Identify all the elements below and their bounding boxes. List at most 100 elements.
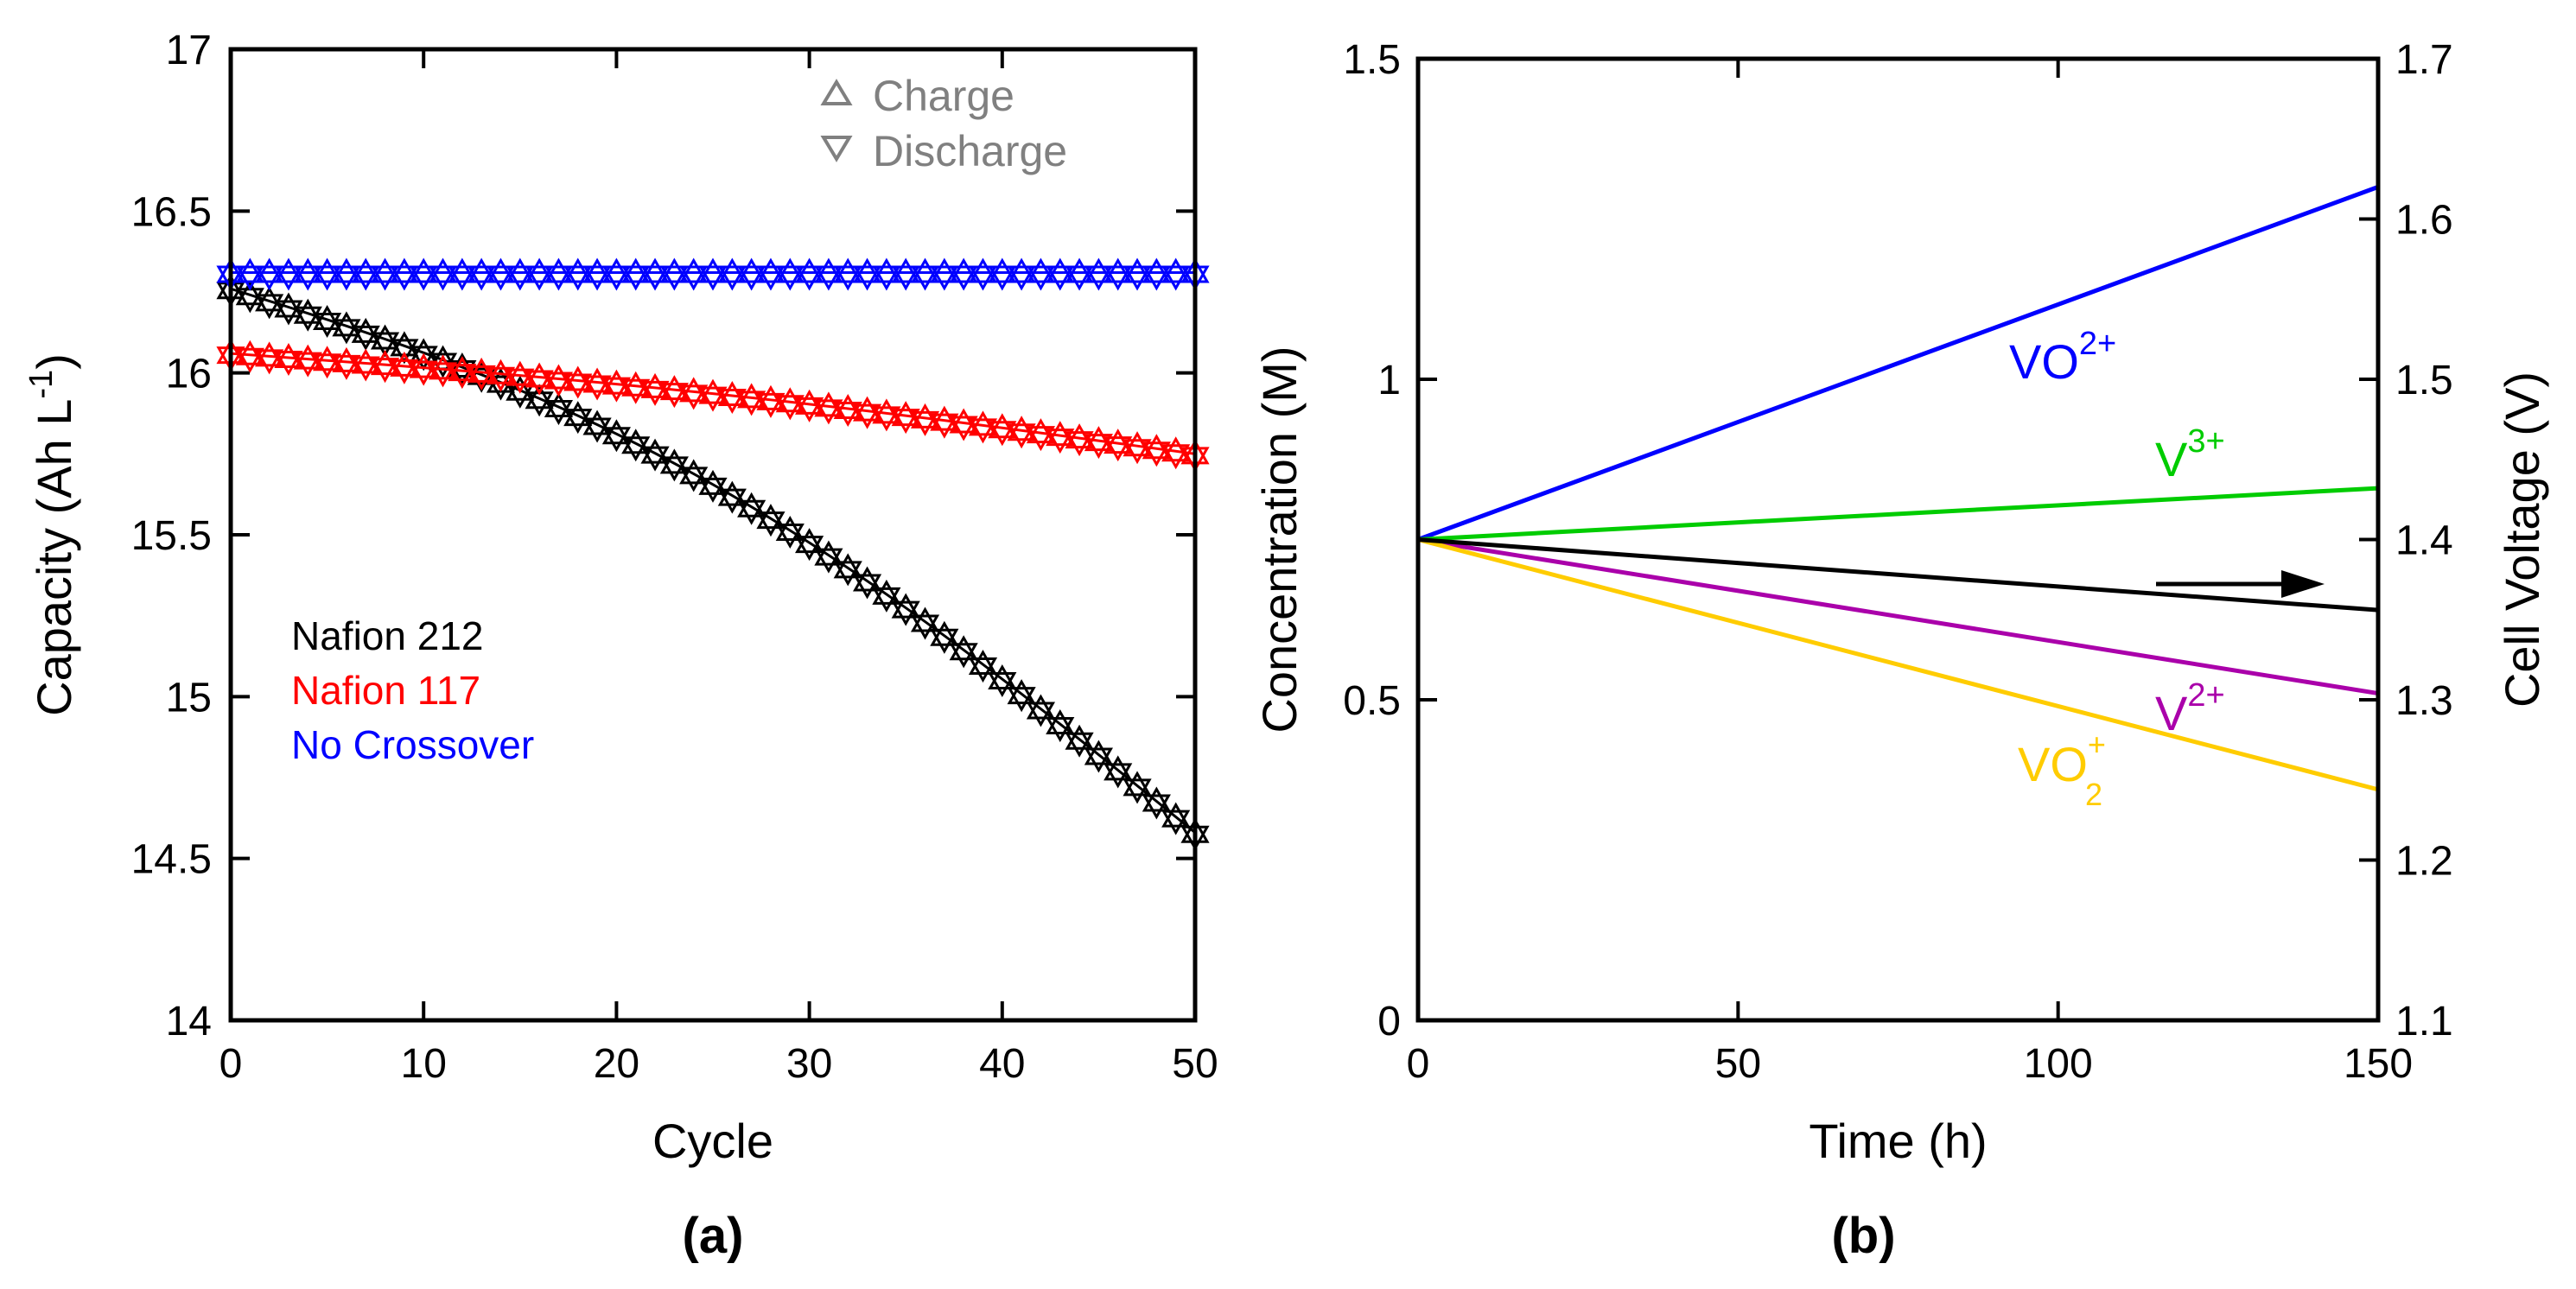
charge-marker — [1007, 679, 1036, 705]
discharge-marker — [717, 265, 747, 291]
discharge-marker — [988, 265, 1017, 291]
discharge-marker — [563, 265, 593, 291]
discharge-marker — [833, 561, 862, 587]
discharge-marker — [910, 410, 940, 436]
discharge-marker — [274, 300, 303, 326]
charge-marker — [544, 392, 574, 418]
y-tick-label: 14.5 — [131, 837, 212, 883]
charge-marker — [313, 304, 342, 330]
legend-charge-label: Charge — [873, 72, 1014, 120]
charge-marker — [621, 429, 651, 454]
charge-marker — [833, 553, 862, 579]
charge-marker — [949, 635, 978, 661]
discharge-marker — [390, 265, 419, 291]
discharge-marker — [988, 672, 1017, 698]
discharge-marker — [1065, 732, 1094, 758]
discharge-marker — [390, 359, 419, 384]
charge-marker — [795, 528, 824, 554]
discharge-marker — [698, 265, 728, 291]
charge-marker — [390, 257, 419, 283]
discharge-marker — [1123, 439, 1152, 465]
discharge-marker — [756, 265, 786, 291]
discharge-marker — [795, 536, 824, 562]
charge-marker — [775, 515, 805, 541]
charge-marker — [717, 257, 747, 283]
charge-marker — [891, 401, 920, 427]
x-tick-label: 30 — [786, 1041, 832, 1087]
charge-marker — [351, 257, 380, 283]
charge-marker — [679, 377, 709, 403]
discharge-marker — [949, 265, 978, 291]
y-tick-label-right: 1.2 — [2395, 839, 2453, 885]
discharge-marker — [930, 265, 959, 291]
series-nafion-212 — [216, 274, 1210, 851]
charge-marker — [852, 566, 882, 592]
chart-panel-b: 0 50 100 150 0 0.5 1 1.5 1.1 1.2 1.3 1.4 1.5 1.6 1.7 VO… — [1252, 37, 2549, 1264]
y-tick-label: 16.5 — [131, 189, 212, 235]
arrow-head — [2281, 570, 2325, 598]
x-tick-label: 100 — [2024, 1041, 2093, 1087]
charge-marker — [1123, 771, 1152, 797]
charge-marker — [293, 344, 322, 370]
discharge-marker — [428, 362, 458, 388]
series-line-v2- — [1417, 537, 2379, 696]
curve-label: V3+ — [2155, 423, 2225, 486]
charge-marker — [235, 280, 264, 306]
charge-marker — [563, 401, 593, 427]
discharge-marker — [1007, 265, 1036, 291]
discharge-marker — [313, 265, 342, 291]
discharge-marker — [698, 386, 728, 412]
charge-marker — [852, 396, 882, 422]
discharge-marker — [428, 265, 458, 291]
charge-marker — [1084, 426, 1113, 452]
series-line-vo2-pervanadyl- — [1417, 537, 2379, 792]
discharge-marker — [293, 265, 322, 291]
discharge-marker — [255, 265, 284, 291]
discharge-marker — [988, 421, 1017, 447]
charge-marker — [988, 413, 1017, 439]
right-axis-arrow — [2156, 570, 2325, 598]
discharge-marker — [467, 365, 496, 391]
charge-marker — [1046, 257, 1075, 283]
y-tick-label-right: 1.3 — [2395, 678, 2453, 724]
charge-marker — [1104, 429, 1133, 454]
charge-marker — [1084, 257, 1113, 283]
discharge-marker — [409, 346, 438, 371]
charge-marker — [525, 257, 554, 283]
discharge-marker — [486, 375, 516, 401]
series-nafion-117 — [216, 339, 1210, 473]
charge-marker — [930, 620, 959, 646]
charge-marker — [833, 257, 862, 283]
charge-marker — [968, 410, 998, 436]
discharge-marker — [679, 384, 709, 410]
charge-marker — [698, 378, 728, 404]
charge-marker — [370, 350, 400, 376]
y-tick-label: 14 — [166, 999, 212, 1045]
discharge-marker — [255, 349, 284, 375]
charge-marker — [659, 448, 689, 474]
discharge-marker — [833, 402, 862, 428]
x-tick-label: 0 — [219, 1041, 243, 1087]
discharge-marker — [1123, 778, 1152, 804]
discharge-marker — [1161, 810, 1191, 835]
x-tick-label: 50 — [1715, 1041, 1761, 1087]
charge-marker — [640, 372, 670, 398]
charge-marker — [795, 257, 824, 283]
discharge-marker — [332, 265, 361, 291]
charge-marker — [293, 298, 322, 324]
discharge-marker — [621, 378, 651, 404]
charge-marker — [255, 257, 284, 283]
discharge-marker — [1026, 426, 1056, 452]
discharge-marker — [814, 399, 843, 425]
y-tick-label: 15 — [166, 675, 212, 721]
charge-marker — [775, 257, 805, 283]
discharge-marker — [621, 436, 651, 462]
discharge-marker — [448, 364, 477, 390]
charge-marker — [351, 317, 380, 343]
charge-marker — [930, 405, 959, 431]
charge-marker — [274, 292, 303, 318]
discharge-marker — [601, 265, 631, 291]
charge-marker — [968, 257, 998, 283]
series-line-v3- — [1417, 486, 2379, 542]
